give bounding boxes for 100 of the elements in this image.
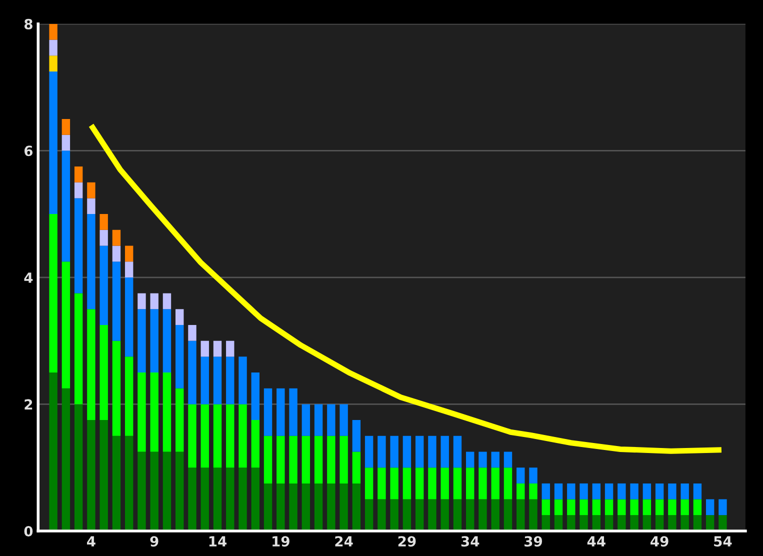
bar: [567, 515, 576, 531]
bar: [200, 356, 209, 404]
bar: [352, 452, 361, 484]
bar: [162, 293, 172, 310]
bar: [74, 198, 83, 294]
bar: [554, 483, 563, 500]
bar: [87, 198, 96, 214]
bar: [87, 182, 96, 198]
bar: [327, 404, 336, 436]
x-tick-label: 39: [524, 536, 542, 547]
bar: [150, 309, 158, 373]
bar: [364, 436, 374, 468]
bar: [124, 356, 134, 436]
bar: [176, 309, 184, 325]
x-tick-label: 54: [714, 536, 732, 547]
bar: [378, 436, 386, 468]
bar: [49, 40, 58, 56]
bar: [176, 324, 184, 388]
y-tick-label: 6: [24, 146, 33, 156]
bar: [580, 499, 588, 516]
bar: [466, 468, 474, 500]
bar: [62, 388, 70, 531]
bar: [516, 468, 525, 484]
bar: [112, 436, 121, 531]
bar: [327, 483, 336, 531]
bar: [314, 436, 323, 484]
y-tick-label: 0: [24, 526, 33, 536]
bar: [478, 499, 487, 531]
bar: [327, 436, 336, 484]
bar: [680, 499, 689, 516]
bar: [693, 499, 702, 516]
bar: [390, 468, 398, 500]
bar: [378, 468, 386, 500]
bar: [352, 420, 361, 452]
x-tick-label: 29: [398, 536, 416, 547]
bar: [668, 515, 676, 531]
bar: [516, 483, 525, 500]
bar: [542, 483, 550, 500]
bar: [364, 499, 374, 531]
bar: [213, 468, 222, 531]
bar: [428, 468, 436, 500]
bar: [491, 468, 500, 500]
bar: [124, 277, 134, 357]
bar: [213, 340, 222, 357]
bar: [238, 468, 247, 531]
bar: [592, 483, 601, 500]
bar: [618, 499, 626, 516]
bar: [529, 499, 538, 531]
bar: [630, 483, 638, 500]
bar: [580, 483, 588, 500]
x-tick-label: 9: [150, 536, 158, 547]
bar: [49, 214, 58, 373]
bar: [74, 182, 83, 198]
bar: [466, 452, 474, 468]
bar: [62, 118, 70, 135]
bar: [453, 499, 462, 531]
bar: [87, 309, 96, 420]
bar: [188, 468, 196, 531]
bar: [138, 452, 146, 531]
bar: [62, 262, 70, 388]
bar: [74, 166, 83, 182]
bar: [604, 483, 614, 500]
bar: [718, 499, 727, 516]
bar: [466, 499, 474, 531]
bar: [200, 468, 209, 531]
bar: [314, 404, 323, 436]
bar: [390, 436, 398, 468]
bar: [504, 468, 512, 500]
bar: [74, 404, 83, 531]
bar: [226, 404, 234, 468]
x-tick-label: 14: [209, 536, 227, 546]
bar: [453, 468, 462, 500]
bar: [264, 436, 272, 484]
bar: [340, 404, 348, 436]
bar: [188, 404, 196, 468]
bar: [176, 452, 184, 531]
bar: [440, 436, 449, 468]
bar: [491, 452, 500, 468]
bar: [200, 404, 209, 468]
x-tick-label: 49: [650, 536, 668, 547]
bar: [251, 372, 260, 420]
bar: [642, 499, 652, 516]
bar: [706, 499, 714, 516]
bar: [124, 262, 134, 278]
bar: [226, 468, 234, 531]
bar: [112, 246, 121, 262]
bar: [592, 499, 601, 516]
bar: [150, 293, 158, 310]
bar: [352, 483, 361, 531]
bar: [415, 468, 424, 500]
bar: [276, 436, 285, 484]
bar: [491, 499, 500, 531]
bar: [289, 483, 298, 531]
bar: [364, 468, 374, 500]
bar: [390, 499, 398, 531]
bar: [680, 515, 689, 531]
bar: [138, 309, 146, 373]
bar: [504, 499, 512, 531]
x-tick-label: 44: [587, 536, 606, 546]
bar: [504, 452, 512, 468]
